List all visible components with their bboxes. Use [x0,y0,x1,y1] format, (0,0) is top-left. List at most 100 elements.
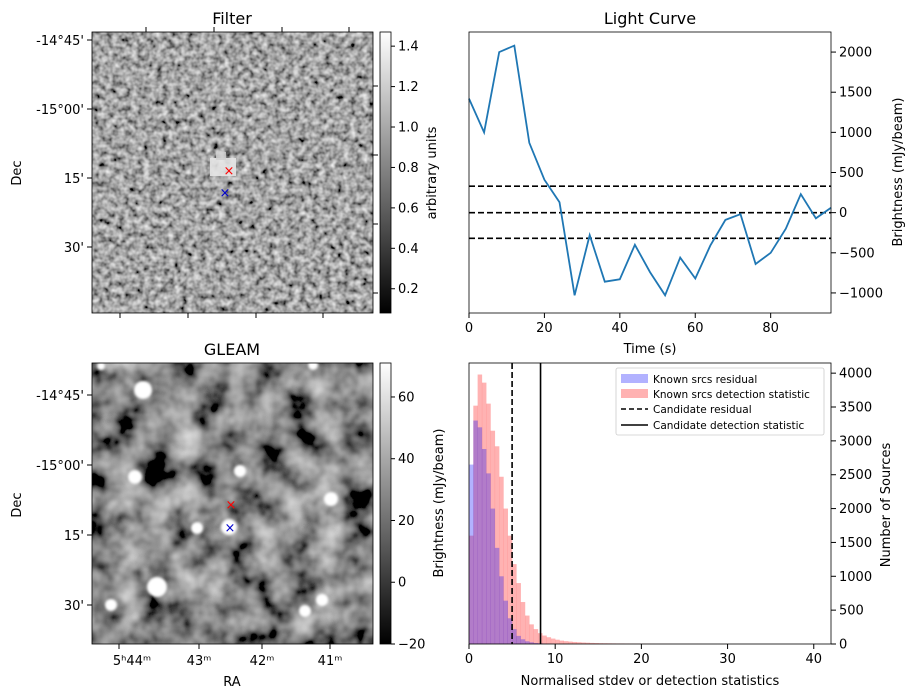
light-curve-y-tick-label-1: −500 [839,246,875,261]
histogram-bar-s0-8 [503,600,508,644]
gleam-colorbar-tick-label-4: 60 [398,390,415,405]
legend-label-candidate-residual: Candidate residual [653,404,752,416]
histogram-bar-s1-7 [499,476,504,644]
histogram-y-tick-label-5: 2500 [839,468,872,483]
light-curve-ylabel: Brightness (mJy/beam) [891,98,906,247]
light-curve-y-tick-label-0: −1000 [839,286,883,301]
legend-label-candidate-detection: Candidate detection statistic [653,420,805,432]
histogram-panel: 0 10 20 30 40 0 500 1000 1500 2000 2500 3000 3500 40… [465,362,894,689]
filter-marker-blue: × [220,186,231,201]
gleam-dec-tick-3: 15' [64,529,84,544]
histogram-bar-s1-10 [512,564,517,644]
histogram-xlabel: Normalised stdev or detection statistics [521,674,780,689]
gleam-colorbar-tick-label-3: 40 [398,452,415,467]
filter-colorbar-tick-label-6: 1.4 [398,40,419,55]
histogram-bar-s1-1 [473,405,478,644]
gleam-markers: × × [225,498,237,536]
histogram-ylabel: Number of Sources [879,443,894,568]
gleam-image [92,363,373,644]
filter-dec-ticks: -14°45' -15°00' 15' 30' [36,34,92,256]
light-curve-y-tick-label-4: 1000 [839,126,872,141]
light-curve-series-line [468,44,832,298]
gleam-marker-blue: × [225,521,236,536]
filter-colorbar-tick-label-2: 0.6 [398,201,419,216]
gleam-colorbar-label: Brightness (mJy/beam) [432,429,447,578]
filter-colorbar-tick-label-0: 0.2 [398,282,419,297]
histogram-bar-s0-15 [533,642,539,644]
histogram-y-ticks: 0 500 1000 1500 2000 2500 3000 3500 4000 [831,367,872,653]
filter-markers: × × [220,164,235,201]
gleam-xlabel: RA [223,675,241,690]
histogram-bar-s1-29 [593,643,599,644]
histogram-bar-s0-4 [486,473,491,644]
filter-colorbar-tick-label-1: 0.4 [398,242,419,257]
light-curve-x-tick-label-4: 80 [762,321,779,336]
histogram-bar-s0-6 [494,547,500,644]
histogram-y-tick-label-2: 1000 [839,570,872,585]
gleam-marker-red: × [226,498,237,513]
histogram-frame [468,362,832,645]
filter-colorbar-tick-label-4: 1.0 [398,121,419,136]
histogram-bar-s1-26 [581,642,586,644]
histogram-bar-s1-14 [529,624,534,644]
filter-title: Filter [212,9,252,28]
histogram-bar-s1-22 [563,641,569,644]
light-curve-xlabel: Time (s) [623,342,677,357]
histogram-y-tick-label-7: 3500 [839,401,872,416]
histogram-legend: Known srcs residual Known srcs detection… [615,367,825,436]
histogram-bar-s1-19 [550,638,556,644]
filter-dec-tick-2: -15°00' [36,103,84,118]
light-curve-y-tick-label-6: 2000 [839,46,872,61]
histogram-bars [469,374,810,644]
gleam-dec-tick-2: -15°00' [36,459,84,474]
histogram-x-tick-label-1: 10 [547,652,564,667]
filter-colorbar-tick-label-5: 1.2 [398,80,419,95]
histogram-bar-s1-4 [486,403,491,644]
histogram-bar-s1-17 [542,635,547,644]
filter-dec-tick-1: -14°45' [36,34,84,49]
histogram-y-tick-label-3: 1500 [839,536,872,551]
histogram-bar-s1-21 [559,640,565,644]
filter-colorbar-label: arbitrary units [425,126,440,219]
histogram-bar-s1-30 [598,643,603,644]
histogram-bar-s1-5 [490,430,496,644]
filter-colorbar: 0.2 0.4 0.6 0.8 1.0 1.2 1.4 arbitrary units [373,31,440,314]
histogram-bar-s1-20 [555,639,560,644]
filter-dec-tick-3: 15' [64,172,84,187]
gleam-title: GLEAM [204,340,260,359]
legend-swatch-known-residual [621,374,648,383]
histogram-bar-s1-11 [516,583,521,644]
histogram-bar-s0-12 [520,639,526,644]
light-curve-x-tick-label-1: 20 [536,321,553,336]
gleam-colorbar-tick-label-1: 0 [398,576,406,591]
legend-label-known-residual: Known srcs residual [653,374,757,386]
histogram-bar-s1-18 [546,637,552,644]
gleam-colorbar-tick-label-2: 20 [398,514,415,529]
gleam-ra-tick-3: 42ᵐ [250,654,275,669]
histogram-bar-s1-13 [525,615,530,644]
light-curve-thresholds [469,185,831,240]
gleam-ra-tick-4: 41ᵐ [318,654,343,669]
histogram-bar-s1-23 [568,641,573,644]
histogram-bar-s1-0 [469,535,474,644]
gleam-panel: GLEAM × × -14°45' -15°00' 15' 30' [10,340,447,690]
legend-swatch-known-detection [621,389,648,398]
light-curve-y-tick-label-3: 500 [839,166,864,181]
histogram-bar-s1-28 [589,642,595,644]
histogram-x-tick-label-2: 20 [633,652,650,667]
histogram-bar-s1-6 [494,446,500,644]
gleam-colorbar: −20 0 20 40 60 Brightness (mJy/beam) [379,362,447,653]
light-curve-y-ticks: −1000 −500 0 500 1000 1500 2000 [831,46,883,301]
filter-ra-ticks [119,27,350,318]
filter-image [92,32,373,313]
histogram-bar-s0-11 [516,635,521,644]
histogram-bar-s1-12 [520,602,526,644]
histogram-bar-s0-5 [490,508,496,644]
histogram-candidate-lines [511,363,542,644]
light-curve-x-ticks: 0 20 40 60 80 [465,313,779,336]
gleam-dec-tick-1: -14°45' [36,389,84,404]
histogram-bar-s1-25 [576,642,582,644]
histogram-bar-s0-9 [507,618,513,644]
legend-label-known-detection: Known srcs detection statistic [653,389,810,401]
